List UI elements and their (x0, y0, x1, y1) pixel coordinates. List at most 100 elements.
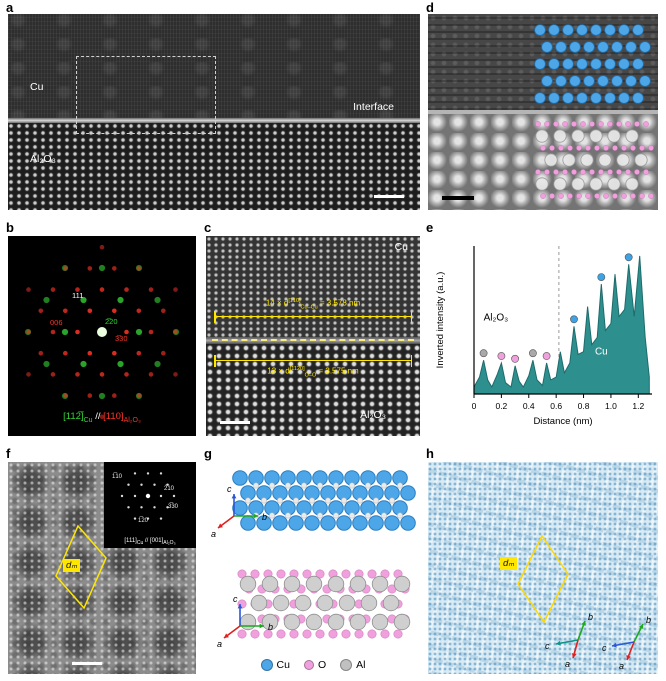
o-spacing-value: = 3.575 nm (316, 366, 359, 376)
measurement-line-bottom (214, 355, 412, 367)
svg-text:c: c (602, 643, 607, 653)
svg-text:Cu: Cu (595, 347, 608, 358)
measurement-line-top (214, 311, 412, 323)
parallel-separator: // (92, 411, 104, 423)
svg-text:0.2: 0.2 (495, 401, 507, 411)
interface-dashed-line (212, 339, 414, 341)
panel-label-b: b (6, 220, 14, 235)
o-spacing-prefix: 13 × d (267, 366, 290, 376)
cu-spacing-plane: [1̅10] (288, 298, 301, 304)
panel-label-c: c (204, 220, 212, 235)
scale-bar (442, 196, 474, 200)
panel-c-micrograph: 14 × d[1̅10]Cu–Cu = 3.578 nm 13 × d[112̅… (206, 236, 420, 436)
atomic-model-overlay (534, 24, 654, 199)
svg-text:b: b (262, 512, 267, 522)
svg-text:a: a (565, 659, 570, 669)
svg-text:Al₂O₃: Al₂O₃ (484, 313, 509, 324)
panel-label-g: g (204, 446, 212, 461)
cu-swatch (260, 659, 273, 671)
cu-lattice-texture (206, 236, 420, 338)
legend-item-o: O (303, 659, 327, 671)
svg-text:a: a (217, 639, 222, 649)
panel-label-f: f (6, 446, 11, 461)
cu-legend-label: Cu (276, 659, 290, 671)
scale-bar (220, 421, 250, 424)
panel-d-micrograph (428, 14, 658, 210)
panel-g-structure-model: c b a c b a Cu O Al (206, 462, 420, 674)
al2o3-region-texture (8, 123, 420, 210)
o-spacing-plane: [112̅0] (289, 366, 305, 372)
scale-bar (374, 195, 404, 198)
svg-text:Inverted intensity (a.u.): Inverted intensity (a.u.) (435, 272, 446, 369)
intensity-profile-plot: 0 0.2 0.4 0.6 0.8 1.0 1.2 Distance (nm) Inverted… (435, 246, 652, 427)
interface-band (8, 118, 420, 123)
svg-text:0.6: 0.6 (550, 401, 562, 411)
al2o3-lattice-texture (206, 344, 420, 436)
svg-text:a: a (211, 529, 216, 539)
al2o3-label: Al₂O₃ (30, 153, 56, 165)
svg-text:0.8: 0.8 (578, 401, 590, 411)
cu-zone-axis-sub: Cu (83, 417, 93, 424)
cu-spacing-annotation: 14 × d[1̅10]Cu–Cu = 3.578 nm (206, 298, 420, 310)
spot-label-220: 2̅20 (105, 317, 118, 326)
o-spacing-annotation: 13 × d[112̅0]O–O = 3.575 nm (206, 366, 420, 378)
fft-spot-label-330: 3̅30 (168, 504, 179, 510)
al-swatch (340, 659, 353, 671)
panel-label-e: e (426, 220, 434, 235)
panel-label-h: h (426, 446, 434, 461)
diffraction-spots (24, 244, 180, 420)
cu-zone-axis: [112̅] (63, 411, 84, 423)
o-swatch (303, 660, 314, 670)
moire-annotations: b c a b c a (517, 534, 651, 671)
o-legend-label: O (317, 659, 327, 671)
svg-text:b: b (646, 615, 651, 625)
svg-text:1.0: 1.0 (605, 401, 617, 411)
panel-label-a: a (6, 0, 14, 15)
cu-spacing-prefix: 14 × d (265, 298, 289, 308)
cu-label: Cu (30, 81, 44, 93)
fft-cu-axis-sub: Cu (136, 540, 144, 546)
fft-inset: 1̅10 2̅10 3̅30 1̅20 [111]Cu // [001]Al₂O… (104, 462, 196, 548)
panel-b-diffraction-pattern: 111 006 2̅20 3̅30 [112̅]Cu // [110]Al₂O₃ (8, 236, 196, 436)
spot-label-006: 006 (50, 318, 63, 327)
svg-text:c: c (233, 594, 238, 604)
spot-label-111: 111 (72, 291, 84, 300)
al2o3-label: Al₂O₃ (360, 408, 386, 421)
legend-item-cu: Cu (260, 659, 290, 671)
cu-spacing-value: = 3.578 nm (317, 298, 361, 308)
panel-e-line-profile-chart: 0 0.2 0.4 0.6 0.8 1.0 1.2 Distance (nm) Inverted… (428, 236, 660, 436)
crystal-models: c b a c b a (211, 470, 416, 649)
scale-bar (72, 662, 102, 665)
interface-label: Interface (353, 101, 394, 113)
fft-al-axis-sub: Al₂O₃ (163, 540, 176, 546)
fft-al-axis: [001] (149, 537, 164, 544)
moire-spacing-label: dₘ (500, 557, 518, 570)
moire-spacing-label: dₘ (63, 559, 81, 572)
panel-f-moire-micrograph: dₘ 1̅10 2̅10 3̅30 1̅20 [111]Cu // [001]A… (8, 462, 196, 674)
cu-label: Cu (394, 241, 408, 253)
svg-text:0: 0 (472, 401, 477, 411)
fft-spot-label-210: 2̅10 (164, 486, 175, 492)
svg-text:0.4: 0.4 (523, 401, 535, 411)
fft-spots (120, 472, 176, 520)
al-legend-label: Al (356, 659, 366, 671)
svg-text:b: b (588, 612, 593, 622)
moire-rhombus (517, 534, 569, 624)
spot-label-330: 3̅30 (115, 334, 128, 343)
orientation-relationship-caption: [112̅]Cu // [110]Al₂O₃ (8, 411, 196, 424)
fft-orientation-caption: [111]Cu // [001]Al₂O₃ (104, 538, 196, 546)
svg-text:a: a (619, 661, 624, 671)
legend-item-al: Al (340, 659, 365, 671)
interface-band (428, 110, 658, 114)
svg-text:c: c (227, 484, 232, 494)
fft-spot-label-110: 1̅10 (112, 474, 123, 480)
panel-a-micrograph: Cu Interface Al₂O₃ (8, 14, 420, 210)
fft-spot-label-120: 1̅20 (138, 518, 149, 524)
cu-spacing-sub: Cu–Cu (300, 304, 318, 311)
svg-text:b: b (268, 622, 273, 632)
fft-separator: // (143, 537, 150, 544)
svg-text:c: c (545, 641, 550, 651)
panel-label-d: d (426, 0, 434, 15)
fft-cu-axis: [111] (124, 537, 137, 544)
al2o3-zone-axis-sub: Al₂O₃ (123, 417, 141, 424)
